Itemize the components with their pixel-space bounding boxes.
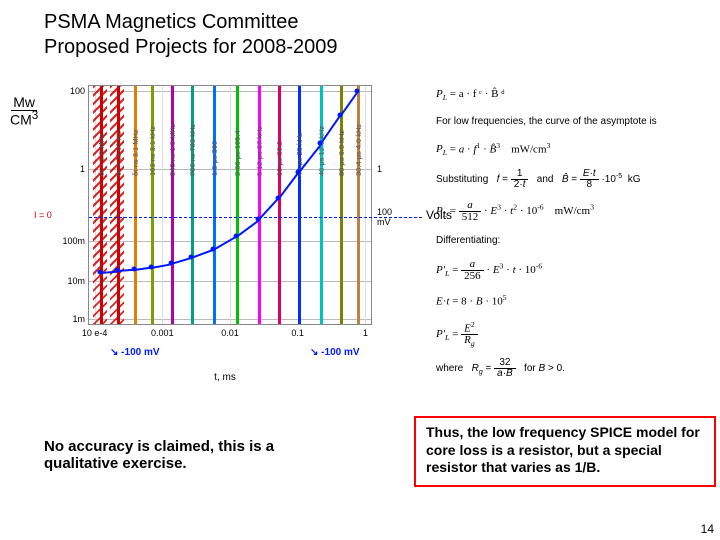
equations-column: PL = a · f ᶜ · B̂ ᵈ For low frequencies,… [436, 86, 706, 389]
data-marker [168, 261, 173, 266]
y-tick-left: 1m [55, 314, 85, 324]
series-freq-label: 40 μs 25 kHz [295, 92, 304, 176]
title-line1: PSMA Magnetics Committee [44, 11, 299, 33]
eq-plprime: P′L = a256 · E3 · t · 10-6 [436, 259, 706, 282]
data-marker [318, 141, 323, 146]
data-marker [295, 169, 300, 174]
data-marker [132, 267, 137, 272]
series-freq-label: 2.66 μs 195.4 [233, 92, 242, 176]
eq-asymptote: PL = a · f1 · B̂3 mW/cm3 [436, 140, 706, 160]
data-marker [115, 268, 120, 273]
x-tick: 0.01 [221, 328, 239, 338]
x-tick: 0.1 [291, 328, 304, 338]
data-marker [337, 112, 342, 117]
series-freq-label: 10 μs 50.2 [275, 92, 284, 176]
eq-pl: PL = a512 · E3 · t2 · 10-6 mW/cm3 [436, 200, 706, 223]
eq-steinmetz: PL = a · f ᶜ · B̂ ᵈ [436, 86, 706, 104]
x-tick: 10 e-4 [82, 328, 108, 338]
series-freq-label: 700 ns 780 kHz [188, 92, 197, 176]
data-marker [149, 264, 154, 269]
data-marker [98, 269, 103, 274]
series-freq-label: 80 μs 6.3 kHz [337, 92, 346, 176]
series-freq-label: 340 ns 1.5 MHz [168, 92, 177, 176]
y-tick-left: 1 [55, 164, 85, 174]
page-number: 14 [701, 522, 714, 536]
data-marker [275, 195, 280, 200]
series-freq-label: 5.12 μs 97 kHz [255, 92, 264, 176]
conclusion-box: Thus, the low frequency SPICE model for … [414, 416, 716, 487]
data-marker [233, 233, 238, 238]
series-freq-label: δt·ns 3.1 MHz [131, 92, 140, 176]
callout-right: ↘ -100 mV [310, 347, 360, 358]
y-axis-left-title: Mw CM3 [10, 95, 38, 127]
chart-plot-area: 1001100m10m1m1100 mV10 e-40.0010.010.11δ… [88, 85, 372, 325]
data-marker [211, 247, 216, 252]
data-marker [188, 255, 193, 260]
title-line2: Proposed Projects for 2008-2009 [44, 36, 338, 58]
series-freq-label: 1.8 μs 390 [210, 92, 219, 176]
x-axis-title: t, ms [214, 372, 236, 383]
eq-plprime2: P′L = E2Rg [436, 321, 706, 349]
series-freq-label: 30.4 μs 4.0 kHz [354, 92, 363, 176]
callout-left: ↘ -100 mV [110, 347, 160, 358]
eq-text-where: where Rg = 32a·B for B > 0. [436, 358, 706, 379]
x-tick: 1 [363, 328, 368, 338]
x-tick: 0.001 [151, 328, 174, 338]
y-tick-left: 10m [55, 276, 85, 286]
i-zero-label: I = 0 [34, 210, 52, 220]
slide-title: PSMA Magnetics Committee Proposed Projec… [44, 10, 338, 60]
eq-text-substituting: Substituting f = 12·t and B̂ = E·t8 ·10-… [436, 169, 706, 190]
y-tick-left: 100m [55, 236, 85, 246]
core-loss-chart: Mw CM3 I = 0 1001100m10m1m1100 mV10 e-40… [60, 75, 390, 355]
accuracy-note: No accuracy is claimed, this is a qualit… [44, 438, 344, 472]
series-freq-label: δt = 12.01 Hz [114, 92, 123, 176]
y-tick-right: 1 [377, 164, 407, 174]
eq-et: E·t = 8 · B · 105 [436, 292, 706, 311]
eq-text-asymptote: For low frequencies, the curve of the as… [436, 114, 706, 130]
series-freq-label: δt = 2.5 MHz [97, 92, 106, 176]
y-tick-left: 100 [55, 86, 85, 96]
data-marker [354, 88, 359, 93]
eq-text-diff: Differentiating: [436, 233, 706, 249]
series-freq-label: 163 ns 3.1 kHz [148, 92, 157, 176]
